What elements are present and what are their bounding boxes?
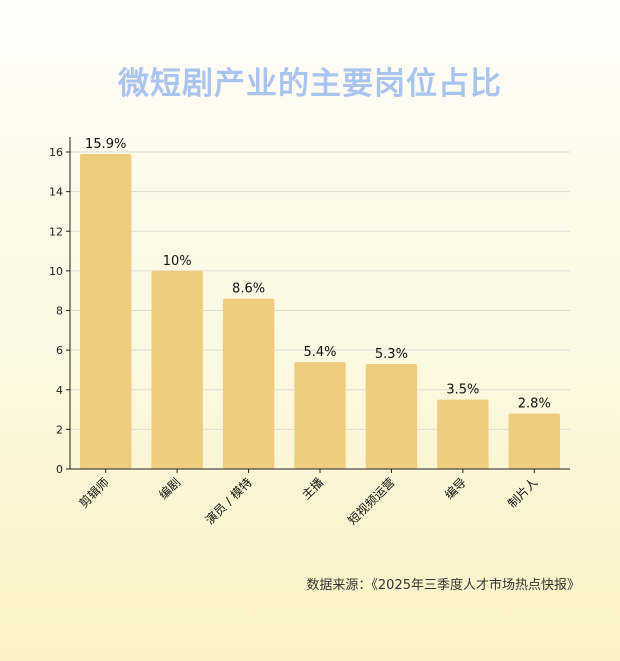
data-labels: 15.9% 10% 8.6% 5.4% 5.3% 3.5% 2.8% bbox=[85, 137, 551, 412]
bar bbox=[294, 362, 346, 469]
x-tick-label: 制片人 bbox=[505, 475, 540, 510]
bar bbox=[222, 298, 275, 469]
bar bbox=[80, 153, 132, 469]
bar bbox=[151, 270, 203, 469]
x-tick-label: 剪辑师 bbox=[76, 475, 112, 511]
y-tick-label: 16 bbox=[49, 146, 63, 159]
x-tick-label: 演员 / 模特 bbox=[202, 475, 255, 528]
x-tick-labels: 剪辑师 编剧 演员 / 模特 主播 短视频运营 编导 制片人 bbox=[76, 475, 541, 528]
y-tick-label: 2 bbox=[56, 423, 63, 436]
chart-title: 微短剧产业的主要岗位占比 bbox=[118, 66, 502, 102]
x-tick-label: 编剧 bbox=[156, 475, 184, 503]
bar bbox=[508, 413, 560, 469]
source-note: 数据来源：《2025年三季度人才市场热点快报》 bbox=[306, 578, 580, 593]
x-tick-label: 主播 bbox=[299, 475, 326, 502]
bar bbox=[437, 399, 489, 469]
axes bbox=[66, 137, 570, 473]
data-label: 10% bbox=[163, 254, 192, 269]
y-tick-label: 6 bbox=[56, 344, 63, 357]
data-label: 5.4% bbox=[303, 345, 336, 360]
bar bbox=[365, 363, 418, 469]
y-tick-label: 0 bbox=[56, 463, 63, 476]
y-tick-label: 14 bbox=[49, 186, 63, 199]
data-label: 3.5% bbox=[446, 383, 479, 398]
y-tick-label: 10 bbox=[49, 265, 63, 278]
x-tick-label: 短视频运营 bbox=[345, 475, 398, 528]
y-tick-label: 8 bbox=[56, 305, 63, 318]
y-tick-labels: 0 2 4 6 8 10 12 14 16 bbox=[49, 146, 63, 476]
bars bbox=[80, 153, 560, 469]
data-label: 8.6% bbox=[232, 282, 265, 297]
data-label: 15.9% bbox=[85, 137, 126, 152]
y-tick-label: 12 bbox=[49, 225, 63, 238]
data-label: 5.3% bbox=[375, 347, 408, 362]
x-tick-label: 编导 bbox=[441, 475, 469, 503]
data-label: 2.8% bbox=[518, 397, 551, 412]
y-tick-label: 4 bbox=[56, 384, 63, 397]
